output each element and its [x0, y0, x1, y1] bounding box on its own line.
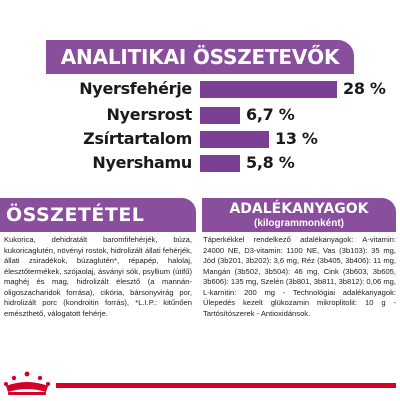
- analytics-label: Zsírtartalom: [83, 129, 192, 148]
- brand-divider-line: [56, 383, 396, 388]
- composition-title: ÖSSZETÉTEL: [6, 204, 145, 226]
- analytics-label: Nyersrost: [106, 105, 193, 124]
- analytics-header: ANALITIKAI ÖSSZETEVŐK: [46, 40, 354, 74]
- additives-body: Táperkékkel rendelkező adalékanyagok: A-…: [203, 235, 396, 319]
- analytics-bar: [200, 107, 240, 124]
- analytics-row-fat: Zsírtartalom 13 %: [0, 128, 400, 150]
- analytics-value: 6,7 %: [246, 105, 295, 124]
- analytics-row-protein: Nyersfehérje 28 %: [0, 78, 400, 100]
- composition-header: ÖSSZETÉTEL: [0, 198, 196, 232]
- analytics-list: Nyersfehérje 28 % Nyersrost 6,7 % Zsírta…: [0, 78, 400, 178]
- analytics-bar: [200, 155, 240, 172]
- analytics-row-ash: Nyershamu 5,8 %: [0, 152, 400, 174]
- composition-text: Kukorica, dehidratált baromfifehérjék, b…: [4, 235, 192, 318]
- analytics-bar: [200, 131, 269, 148]
- analytics-value: 28 %: [343, 79, 386, 98]
- analytics-bar: [200, 81, 337, 98]
- additives-header: ADALÉKANYAGOK (kilogrammonként): [202, 198, 396, 232]
- analytics-label: Nyersfehérje: [79, 79, 192, 98]
- analytics-value: 13 %: [275, 129, 318, 148]
- additives-text: Táperkékkel rendelkező adalékanyagok: A-…: [203, 235, 396, 318]
- royal-canin-crown-logo-icon: [2, 370, 52, 396]
- analytics-label: Nyershamu: [92, 153, 192, 172]
- composition-body: Kukorica, dehidratált baromfifehérjék, b…: [4, 235, 192, 319]
- analytics-title: ANALITIKAI ÖSSZETEVŐK: [60, 45, 340, 69]
- analytics-value: 5,8 %: [246, 153, 295, 172]
- analytics-row-fiber: Nyersrost 6,7 %: [0, 104, 400, 126]
- additives-subtitle: (kilogrammonként): [253, 218, 344, 229]
- additives-title: ADALÉKANYAGOK: [229, 201, 369, 217]
